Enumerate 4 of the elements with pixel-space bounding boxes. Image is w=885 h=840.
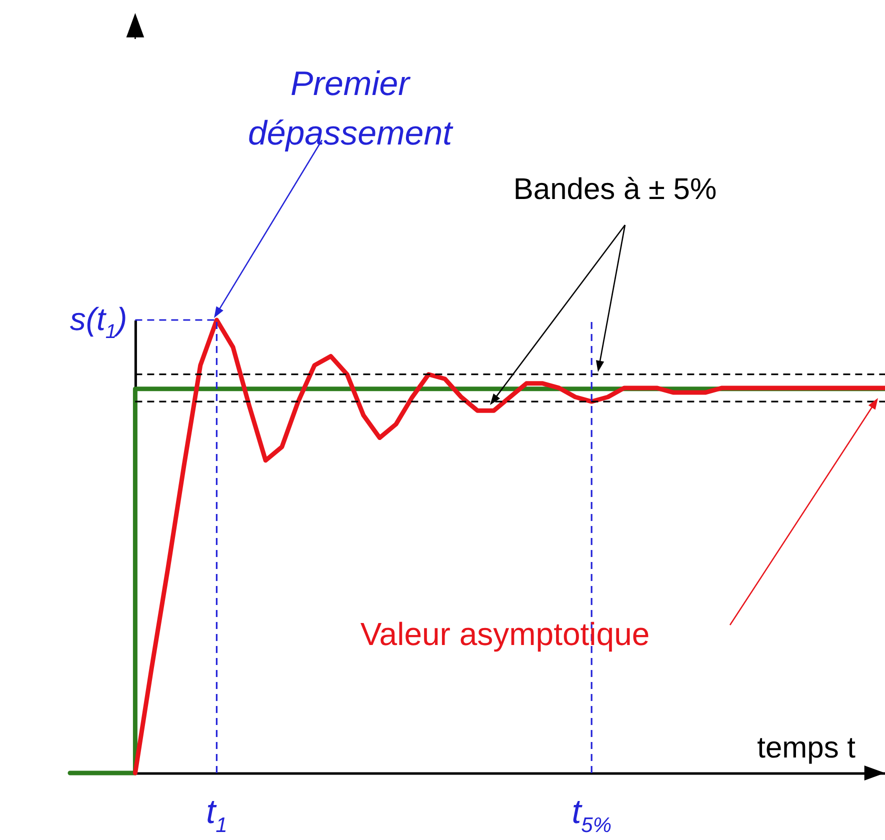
annotation: Valeur asymptotique [360, 616, 650, 652]
text: Premier dépassement [248, 65, 454, 152]
text: Bandes à ± 5% [513, 173, 717, 206]
x-axis-title: temps t [757, 732, 856, 764]
